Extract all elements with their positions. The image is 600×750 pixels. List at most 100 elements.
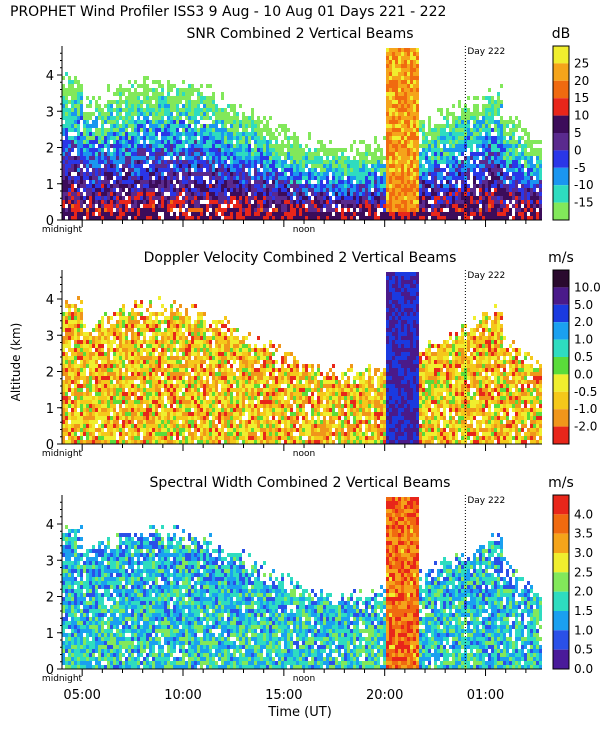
heatmap-cell [293, 164, 296, 168]
heatmap-cell [158, 116, 161, 120]
heatmap-cell [536, 164, 539, 168]
heatmap-cell [245, 200, 248, 204]
heatmap-cell [440, 128, 443, 132]
heatmap-cell [149, 152, 152, 156]
heatmap-cell [386, 128, 389, 132]
heatmap-cell [218, 152, 221, 156]
heatmap-cell [479, 180, 482, 184]
heatmap-cell [107, 164, 110, 168]
heatmap-cell [128, 344, 131, 348]
heatmap-cell [86, 124, 89, 128]
heatmap-cell [116, 112, 119, 116]
heatmap-cell [443, 148, 446, 152]
heatmap-cell [299, 184, 302, 188]
heatmap-cell [221, 144, 224, 148]
heatmap-cell [263, 212, 266, 216]
heatmap-cell [389, 156, 392, 160]
heatmap-cell [434, 180, 437, 184]
heatmap-cell [473, 120, 476, 124]
heatmap-cell [389, 140, 392, 144]
heatmap-cell [401, 200, 404, 204]
heatmap-cell [317, 180, 320, 184]
heatmap-cell [353, 140, 356, 144]
heatmap-cell [461, 172, 464, 176]
heatmap-cell [530, 160, 533, 164]
heatmap-cell [131, 312, 134, 316]
heatmap-cell [470, 164, 473, 168]
heatmap-cell [257, 200, 260, 204]
heatmap-cell [434, 192, 437, 196]
heatmap-cell [410, 196, 413, 200]
heatmap-cell [77, 336, 80, 340]
heatmap-cell [296, 192, 299, 196]
heatmap-cell [98, 424, 101, 428]
heatmap-cell [407, 200, 410, 204]
heatmap-cell [131, 140, 134, 144]
heatmap-cell [425, 200, 428, 204]
heatmap-cell [497, 204, 500, 208]
heatmap-cell [194, 120, 197, 124]
heatmap-cell [386, 56, 389, 60]
heatmap-cell [131, 316, 134, 320]
heatmap-cell [266, 152, 269, 156]
heatmap-cell [74, 400, 77, 404]
heatmap-cell [326, 184, 329, 188]
heatmap-cell [80, 92, 83, 96]
heatmap-cell [113, 156, 116, 160]
heatmap-cell [248, 196, 251, 200]
heatmap-cell [152, 180, 155, 184]
heatmap-cell [386, 204, 389, 208]
heatmap-cell [425, 156, 428, 160]
heatmap-cell [86, 432, 89, 436]
heatmap-cell [284, 180, 287, 184]
heatmap-cell [527, 196, 530, 200]
heatmap-cell [419, 164, 422, 168]
heatmap-cell [131, 160, 134, 164]
heatmap-cell [446, 132, 449, 136]
heatmap-cell [125, 108, 128, 112]
heatmap-cell [83, 432, 86, 436]
heatmap-cell [176, 152, 179, 156]
heatmap-cell [419, 160, 422, 164]
heatmap-cell [242, 196, 245, 200]
heatmap-cell [116, 320, 119, 324]
heatmap-cell [65, 112, 68, 116]
heatmap-cell [119, 96, 122, 100]
heatmap-cell [305, 152, 308, 156]
heatmap-cell [320, 180, 323, 184]
heatmap-cell [86, 380, 89, 384]
heatmap-cell [332, 208, 335, 212]
heatmap-cell [380, 188, 383, 192]
heatmap-cell [293, 192, 296, 196]
heatmap-cell [158, 100, 161, 104]
heatmap-cell [176, 124, 179, 128]
heatmap-cell [86, 116, 89, 120]
heatmap-cell [236, 212, 239, 216]
heatmap-cell [302, 196, 305, 200]
heatmap-cell [395, 48, 398, 52]
heatmap-cell [392, 84, 395, 88]
heatmap-cell [314, 176, 317, 180]
heatmap-cell [398, 216, 401, 220]
heatmap-cell [182, 176, 185, 180]
heatmap-cell [491, 192, 494, 196]
heatmap-cell [137, 148, 140, 152]
heatmap-cell [266, 148, 269, 152]
heatmap-cell [341, 148, 344, 152]
heatmap-cell [80, 344, 83, 348]
heatmap-cell [74, 192, 77, 196]
heatmap-cell [146, 104, 149, 108]
heatmap-cell [98, 112, 101, 116]
heatmap-cell [338, 196, 341, 200]
heatmap-cell [134, 396, 137, 400]
heatmap-cell [461, 124, 464, 128]
heatmap-cell [272, 160, 275, 164]
heatmap-cell [260, 120, 263, 124]
heatmap-cell [146, 128, 149, 132]
heatmap-cell [521, 196, 524, 200]
heatmap-cell [68, 360, 71, 364]
heatmap-cell [68, 424, 71, 428]
heatmap-cell [368, 172, 371, 176]
heatmap-cell [71, 120, 74, 124]
heatmap-cell [131, 372, 134, 376]
